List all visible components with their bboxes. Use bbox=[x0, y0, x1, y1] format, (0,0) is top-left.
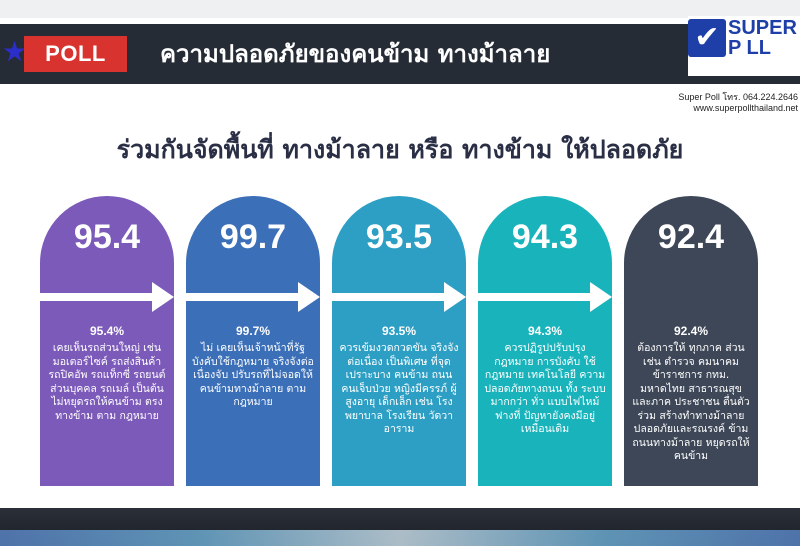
header: ★ POLL ความปลอดภัยของคนข้าม ทางม้าลาย ✔ … bbox=[0, 16, 800, 92]
stat-value: 93.5 bbox=[365, 218, 433, 256]
website-link: www.superpollthailand.net bbox=[693, 103, 798, 113]
arrow-right-icon bbox=[332, 282, 466, 312]
stat-description: ต้องการให้ ทุกภาค ส่วน เช่น ตำรวจ คมนาคม… bbox=[632, 342, 750, 462]
stat-card-5: 92.4 92.4% ต้องการให้ ทุกภาค ส่วน เช่น ต… bbox=[624, 196, 758, 486]
stat-card-3: 93.5 93.5% ควรเข้มงวดกวดขัน จริงจังต่อเน… bbox=[332, 196, 466, 486]
logo-word-poll: P LL bbox=[728, 37, 771, 59]
stat-description: ควรปฏิรูปปรับปรุง กฎหมาย การบังคับ ใช้กฎ… bbox=[484, 342, 606, 435]
subtitle: ร่วมกันจัดพื้นที่ ทางม้าลาย หรือ ทางข้าม… bbox=[116, 135, 684, 164]
stat-value: 94.3 bbox=[511, 218, 579, 256]
stat-percent: 99.7% bbox=[235, 324, 271, 338]
stat-description: ไม่ เคยเห็นเจ้าหน้าที่รัฐ บังคับใช้กฎหมา… bbox=[192, 342, 314, 408]
stat-value: 99.7 bbox=[219, 218, 287, 256]
stat-value: 95.4 bbox=[73, 218, 141, 256]
arrow-right-icon bbox=[186, 282, 320, 312]
arrow-right-icon bbox=[40, 282, 174, 312]
stat-value: 92.4 bbox=[657, 218, 725, 256]
contact-info: Super Poll โทร. 064.224.2646 www.superpo… bbox=[678, 92, 798, 114]
top-strip bbox=[0, 0, 800, 18]
header-title: ความปลอดภัยของคนข้าม ทางม้าลาย bbox=[160, 40, 551, 68]
stat-description: ควรเข้มงวดกวดขัน จริงจังต่อเนื่อง เป็นพิ… bbox=[339, 342, 459, 435]
logo-word-super: SUPER bbox=[728, 17, 797, 39]
bottom-glow bbox=[0, 530, 800, 546]
stat-description: เคยเห็นรถส่วนใหญ่ เช่น มอเตอร์ไซค์ รถส่ง… bbox=[48, 342, 166, 422]
stat-card-2: 99.7 99.7% ไม่ เคยเห็นเจ้าหน้าที่รัฐ บัง… bbox=[186, 196, 320, 486]
stat-card-1: 95.4 95.4% เคยเห็นรถส่วนใหญ่ เช่น มอเตอร… bbox=[40, 196, 174, 486]
header-bar: ★ POLL ความปลอดภัยของคนข้าม ทางม้าลาย bbox=[0, 24, 800, 84]
super-poll-logo: ✔ SUPER P LL bbox=[688, 16, 800, 76]
stat-percent: 94.3% bbox=[527, 324, 563, 338]
contact-phone: Super Poll โทร. 064.224.2646 bbox=[678, 92, 798, 102]
stat-card-4: 94.3 94.3% ควรปฏิรูปปรับปรุง กฎหมาย การบ… bbox=[478, 196, 612, 486]
star-icon: ★ bbox=[2, 35, 28, 68]
stat-percent: 95.4% bbox=[89, 324, 125, 338]
arrow-right-icon bbox=[478, 282, 612, 312]
stat-percent: 93.5% bbox=[381, 324, 417, 338]
stat-percent: 92.4% bbox=[673, 324, 709, 338]
poll-badge: POLL bbox=[24, 36, 127, 72]
poll-label: POLL bbox=[45, 41, 106, 66]
checkmark-icon: ✔ bbox=[688, 19, 726, 57]
